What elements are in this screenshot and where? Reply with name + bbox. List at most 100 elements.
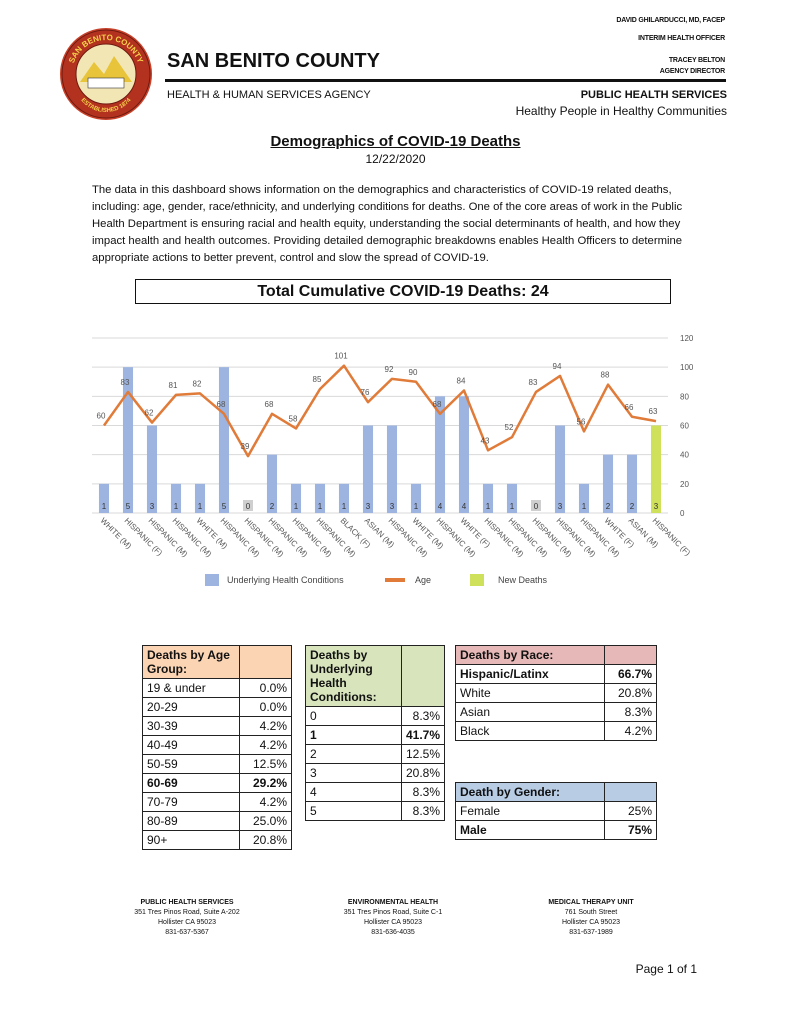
- bar: [626, 454, 638, 513]
- stats-table: Deaths by Underlying Health Conditions: 0…: [305, 645, 446, 821]
- bar-value-label: 0: [246, 502, 251, 511]
- y2-tick-label: 20: [680, 480, 689, 489]
- division: PUBLIC HEALTH SERVICES: [580, 89, 727, 101]
- bar-label-bg: [243, 500, 253, 511]
- bar: [458, 396, 470, 513]
- table-value: 29.2%: [239, 773, 292, 793]
- line-value-label: 66: [625, 403, 634, 412]
- line-value-label: 62: [145, 409, 154, 418]
- bar-value-label: 3: [366, 502, 371, 511]
- footer-column: PUBLIC HEALTH SERVICES 351 Tres Pinos Roa…: [97, 898, 277, 938]
- bar-value-label: 1: [294, 502, 299, 511]
- footer-line: 351 Tres Pinos Road, Suite A-202: [134, 909, 240, 916]
- bar: [146, 425, 158, 513]
- table-label: 60-69: [142, 773, 240, 793]
- line-value-label: 60: [97, 412, 106, 421]
- table-label: 80-89: [142, 811, 240, 831]
- legend-label: New Deaths: [498, 575, 548, 585]
- table-label: 4: [305, 782, 402, 802]
- line-value-label: 43: [481, 436, 490, 445]
- bar-value-label: 1: [198, 502, 203, 511]
- x-tick-label: HISPANIC (F): [651, 516, 693, 558]
- director-title: AGENCY DIRECTOR: [659, 68, 725, 75]
- bar: [170, 483, 182, 513]
- table-label: 40-49: [142, 735, 240, 755]
- bar-value-label: 1: [342, 502, 347, 511]
- bar-value-label: 0: [534, 502, 539, 511]
- bar: [266, 454, 278, 513]
- footer-line: 831-636-4035: [371, 929, 415, 936]
- table-value: 0.0%: [239, 678, 292, 698]
- footer-column: MEDICAL THERAPY UNIT 761 South Street Holl…: [501, 898, 681, 938]
- footer-title: ENVIRONMENTAL HEALTH: [347, 899, 439, 906]
- table-label: Male: [455, 820, 605, 840]
- bar-value-label: 3: [558, 502, 563, 511]
- bar: [434, 396, 446, 513]
- footer-line: Hollister CA 95023: [562, 919, 620, 926]
- bar: [386, 425, 398, 513]
- table-value: 41.7%: [400, 725, 446, 745]
- table-title: Deaths by Underlying Health Conditions:: [305, 645, 402, 707]
- header-rule: [165, 79, 726, 82]
- line-value-label: 85: [313, 375, 322, 384]
- intro: The data in this dashboard shows informa…: [92, 184, 683, 264]
- org-name: SAN BENITO COUNTY: [167, 50, 380, 72]
- table-label: 90+: [142, 830, 240, 850]
- bar-value-label: 5: [222, 502, 227, 511]
- bar-value-label: 3: [150, 502, 155, 511]
- y2-tick-label: 40: [680, 451, 689, 460]
- bar-value-label: 3: [654, 502, 659, 511]
- agency: HEALTH & HUMAN SERVICES AGENCY: [167, 89, 371, 101]
- officer-title: INTERIM HEALTH OFFICER: [638, 35, 725, 42]
- footer-line: 351 Tres Pinos Road, Suite C-1: [343, 909, 443, 916]
- table-label: 0: [305, 706, 402, 726]
- line-value-label: 52: [505, 423, 514, 432]
- tagline: Healthy People in Healthy Communities: [515, 104, 727, 118]
- bar-value-label: 1: [510, 502, 515, 511]
- line-value-label: 68: [217, 400, 226, 409]
- table-value: 20.8%: [239, 830, 292, 850]
- director-name: TRACEY BELTON: [668, 57, 725, 64]
- bar: [290, 483, 302, 513]
- table-value: 12.5%: [239, 754, 292, 774]
- stats-table: Deaths by Race: Hispanic/Latinx 66.7% White…: [455, 645, 657, 741]
- table-label: 70-79: [142, 792, 240, 812]
- footer-column: ENVIRONMENTAL HEALTH 351 Tres Pinos Road,…: [303, 898, 483, 938]
- bar: [506, 483, 518, 513]
- line-value-label: 82: [193, 379, 202, 388]
- y2-tick-label: 120: [680, 334, 694, 343]
- table-value: 8.3%: [604, 702, 657, 722]
- bar: [338, 483, 350, 513]
- y2-tick-label: 0: [680, 509, 685, 518]
- y2-tick-label: 80: [680, 392, 689, 401]
- table-label: 2: [305, 744, 402, 764]
- y2-tick-label: 60: [680, 422, 689, 431]
- bar-value-label: 3: [390, 502, 395, 511]
- table-title: Death by Gender:: [455, 782, 605, 802]
- table-value: 25%: [604, 801, 657, 821]
- footer-line: Hollister CA 95023: [158, 919, 216, 926]
- bar-value-label: 2: [270, 502, 275, 511]
- line-value-label: 101: [334, 352, 348, 361]
- y2-tick-label: 100: [680, 363, 694, 372]
- bar: [194, 483, 206, 513]
- table-value: 4.2%: [239, 792, 292, 812]
- line-value-label: 84: [457, 377, 466, 386]
- table-value: 0.0%: [239, 697, 292, 717]
- line-value-label: 88: [601, 371, 610, 380]
- bar-label-bg: [531, 500, 541, 511]
- footer-title: MEDICAL THERAPY UNIT: [548, 899, 634, 906]
- bar: [122, 367, 134, 513]
- bar-value-label: 2: [630, 502, 635, 511]
- line-value-label: 76: [361, 388, 370, 397]
- table-value: 8.3%: [400, 706, 446, 726]
- legend-label: Age: [415, 575, 431, 585]
- table-label: 3: [305, 763, 402, 783]
- legend-swatch: [205, 574, 219, 586]
- table-title-cell: [400, 645, 446, 707]
- bar: [98, 483, 110, 513]
- line-value-label: 92: [385, 365, 394, 374]
- table-value: 8.3%: [400, 782, 446, 802]
- footer-line: 761 South Street: [564, 909, 618, 916]
- line-value-label: 39: [241, 442, 250, 451]
